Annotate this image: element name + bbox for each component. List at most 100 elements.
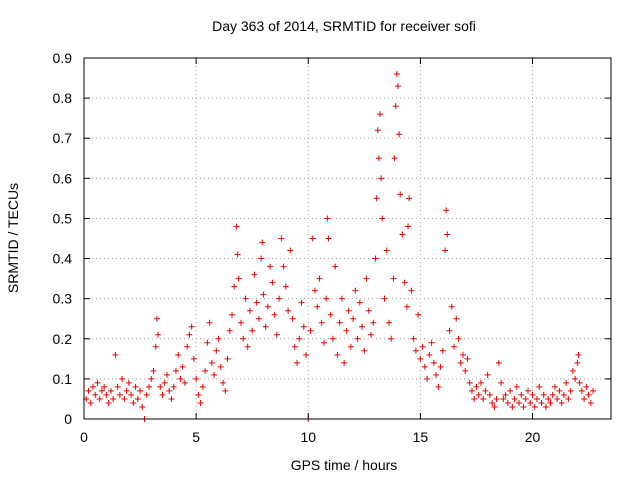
data-point — [446, 327, 453, 334]
data-point — [181, 379, 188, 386]
data-point — [92, 391, 99, 398]
data-point — [215, 335, 222, 342]
y-tick-label: 0.1 — [53, 371, 73, 387]
y-tick-label: 0.4 — [53, 251, 73, 267]
data-point — [244, 343, 251, 350]
y-tick-label: 0.3 — [53, 291, 73, 307]
data-point — [575, 351, 582, 358]
data-point — [166, 387, 173, 394]
data-point — [522, 395, 529, 402]
data-point — [419, 343, 426, 350]
data-point — [421, 363, 428, 370]
data-point — [125, 379, 132, 386]
data-point — [572, 375, 579, 382]
data-point — [377, 111, 384, 118]
chart-title: Day 363 of 2014, SRMTID for receiver sof… — [212, 18, 476, 34]
data-point — [150, 367, 157, 374]
data-point — [153, 315, 160, 322]
data-point — [428, 339, 435, 346]
data-point — [574, 359, 581, 366]
y-axis-ticks: 0 0.1 0.2 0.3 0.4 0.5 0.6 0.7 0.8 0.9 — [53, 50, 611, 427]
data-point — [332, 263, 339, 270]
data-point — [303, 351, 310, 358]
data-point — [394, 83, 401, 90]
data-point — [278, 235, 285, 242]
data-point — [148, 375, 155, 382]
data-point — [350, 315, 357, 322]
data-point — [529, 391, 536, 398]
data-point — [518, 391, 525, 398]
data-point — [134, 395, 141, 402]
data-point — [374, 127, 381, 134]
data-point — [240, 335, 247, 342]
data-point — [563, 379, 570, 386]
data-point — [585, 391, 592, 398]
data-point — [320, 339, 327, 346]
data-point — [298, 299, 305, 306]
data-point — [520, 403, 527, 410]
data-point — [527, 399, 534, 406]
data-point — [477, 379, 484, 386]
data-point — [267, 263, 274, 270]
data-point — [567, 387, 574, 394]
data-point — [294, 359, 301, 366]
data-point — [327, 311, 334, 318]
data-point — [179, 363, 186, 370]
data-point — [578, 387, 585, 394]
data-point — [547, 399, 554, 406]
data-point — [190, 355, 197, 362]
data-point — [444, 231, 451, 238]
data-point — [258, 255, 265, 262]
data-point — [242, 295, 249, 302]
data-point — [549, 391, 556, 398]
data-point — [246, 307, 253, 314]
data-point — [533, 395, 540, 402]
data-point — [103, 391, 110, 398]
data-point — [202, 367, 209, 374]
data-point — [204, 339, 211, 346]
y-tick-label: 0.2 — [53, 331, 73, 347]
data-point — [352, 287, 359, 294]
data-point — [269, 279, 276, 286]
data-point — [511, 395, 518, 402]
data-point — [373, 195, 380, 202]
data-point — [271, 311, 278, 318]
data-point — [412, 347, 419, 354]
data-point — [554, 395, 561, 402]
data-point — [341, 359, 348, 366]
data-point — [213, 347, 220, 354]
data-point — [296, 335, 303, 342]
data-point — [406, 195, 413, 202]
data-point — [545, 395, 552, 402]
data-point — [471, 395, 478, 402]
data-point — [590, 387, 597, 394]
data-point — [482, 387, 489, 394]
data-point — [253, 299, 260, 306]
data-point — [459, 351, 466, 358]
data-point — [513, 383, 520, 390]
data-point — [486, 391, 493, 398]
data-point — [114, 383, 121, 390]
data-point — [480, 395, 487, 402]
y-tick-label: 0.5 — [53, 210, 73, 226]
data-point — [130, 399, 137, 406]
data-point — [372, 255, 379, 262]
data-point — [193, 375, 200, 382]
data-point — [417, 355, 424, 362]
data-point — [291, 343, 298, 350]
data-point — [235, 275, 242, 282]
data-point — [177, 375, 184, 382]
data-point — [159, 391, 166, 398]
data-point — [121, 395, 128, 402]
data-point — [502, 391, 509, 398]
data-point — [96, 395, 103, 402]
data-point — [280, 263, 287, 270]
data-point — [581, 395, 588, 402]
data-point — [217, 363, 224, 370]
data-point — [558, 399, 565, 406]
data-point — [401, 279, 408, 286]
data-point — [583, 383, 590, 390]
data-point — [385, 319, 392, 326]
data-point — [347, 343, 354, 350]
data-point — [107, 387, 114, 394]
